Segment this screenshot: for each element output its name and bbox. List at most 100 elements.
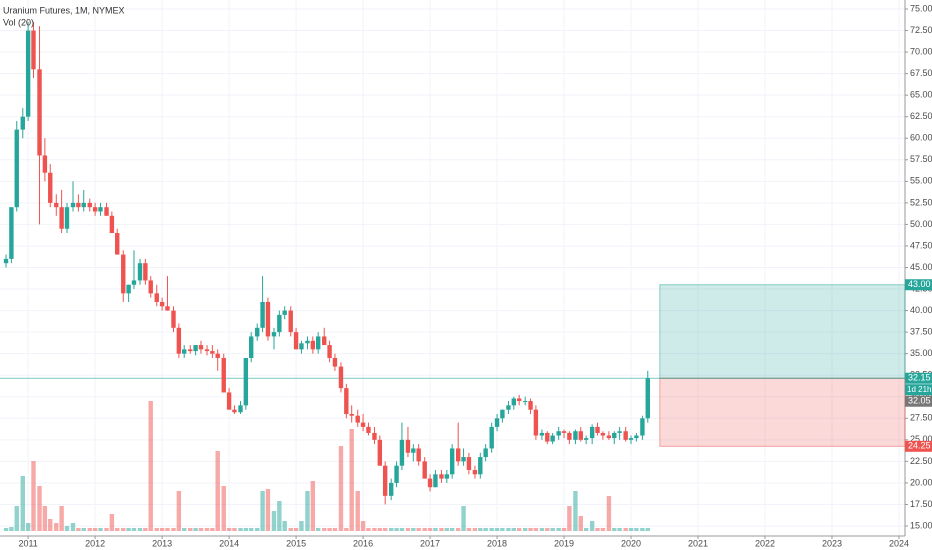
chart-title: Uranium Futures, 1M, NYMEX [3, 5, 125, 15]
volume-bar [366, 528, 371, 531]
volume-bar [545, 528, 550, 531]
profit-zone [659, 284, 906, 379]
candle-body [349, 413, 354, 416]
volume-bar [54, 523, 59, 531]
volume-bar [606, 496, 612, 531]
candle-body [372, 432, 377, 440]
x-tick-label: 2016 [353, 538, 373, 548]
volume-bar [42, 506, 48, 531]
volume-bar [277, 501, 282, 531]
volume-bar [92, 528, 98, 531]
candle-body [104, 207, 109, 216]
volume-bar [3, 528, 9, 531]
candle-body [606, 435, 612, 439]
candle-body [293, 332, 299, 350]
volume-bar [528, 528, 533, 531]
y-tick-label: 55.00 [910, 176, 932, 186]
volume-bar [221, 486, 226, 531]
x-tick-label: 2019 [554, 538, 574, 548]
y-tick-label: 62.50 [910, 111, 932, 121]
volume-bar [539, 528, 545, 531]
candle-body [573, 431, 578, 440]
volume-bar [299, 521, 304, 531]
volume-bar [433, 528, 438, 531]
bid-label-bg [905, 395, 932, 407]
candle-body [165, 306, 170, 311]
volume-bar [271, 511, 277, 531]
volume-bar [198, 528, 204, 531]
candle-body [366, 426, 371, 433]
y-tick-label: 57.50 [910, 154, 932, 164]
volume-bar [645, 528, 650, 531]
volume-bar [617, 528, 622, 531]
volume-bar [411, 528, 416, 531]
candle-body [583, 438, 589, 440]
candle-body [221, 357, 226, 393]
candle-body [377, 439, 383, 466]
y-tick-label: 17.50 [910, 499, 932, 509]
volume-bar [64, 526, 70, 531]
volume-bar [522, 528, 528, 531]
stop-label-bg [905, 440, 932, 452]
candle-body [600, 432, 606, 436]
volume-bar [115, 528, 120, 531]
volume-bar [640, 528, 645, 531]
y-tick-label: 22.50 [910, 456, 932, 466]
volume-bar [567, 506, 572, 531]
volume-bar [315, 528, 321, 531]
volume-bar [238, 528, 243, 531]
volume-bar [260, 491, 265, 531]
candle-body [154, 293, 159, 302]
candle-body [210, 351, 215, 354]
candle-body [159, 301, 165, 307]
candle-body [550, 435, 555, 442]
volume-bar [506, 528, 511, 531]
candle-body [31, 30, 36, 70]
candle-body [315, 336, 321, 350]
candle-body [20, 116, 25, 130]
volume-bar [310, 481, 316, 531]
candle-body [76, 202, 81, 208]
candle-body [332, 357, 338, 367]
candle-body [382, 465, 388, 496]
y-tick-label: 75.00 [910, 3, 932, 13]
volume-bar [293, 528, 299, 531]
volume-bar [25, 523, 31, 531]
volume-bar [612, 528, 617, 531]
candle-body [545, 432, 550, 442]
countdown-bg [905, 384, 932, 396]
volume-bar [215, 451, 220, 531]
volume-bar [165, 528, 170, 531]
candle-body [238, 405, 243, 413]
x-tick-label: 2022 [755, 538, 775, 548]
candle-body [204, 349, 210, 352]
volume-bar [159, 528, 165, 531]
volume-bar [31, 461, 36, 531]
candle-body [260, 301, 265, 328]
candle-body [37, 69, 42, 156]
volume-bar [500, 528, 505, 531]
candle-body [528, 401, 533, 410]
candle-body [478, 457, 483, 475]
x-tick-label: 2015 [286, 538, 306, 548]
volume-bar [109, 514, 115, 531]
candle-body [489, 426, 494, 449]
candle-body [444, 474, 450, 479]
candle-body [277, 314, 282, 333]
candle-body [243, 357, 249, 406]
volume-bar [550, 528, 555, 531]
candle-body [265, 301, 271, 337]
candle-body [500, 409, 505, 419]
candle-body [522, 401, 528, 403]
candle-body [578, 431, 583, 440]
candle-body [344, 388, 349, 414]
candle-body [472, 469, 478, 475]
candle-body [176, 327, 182, 354]
y-tick-label: 20.00 [910, 477, 932, 487]
volume-bar [338, 446, 344, 531]
candle-body [9, 207, 14, 259]
volume-bar [193, 528, 198, 531]
volume-bar [516, 528, 522, 531]
volume-bar [322, 528, 327, 531]
volume-bar [416, 528, 421, 531]
